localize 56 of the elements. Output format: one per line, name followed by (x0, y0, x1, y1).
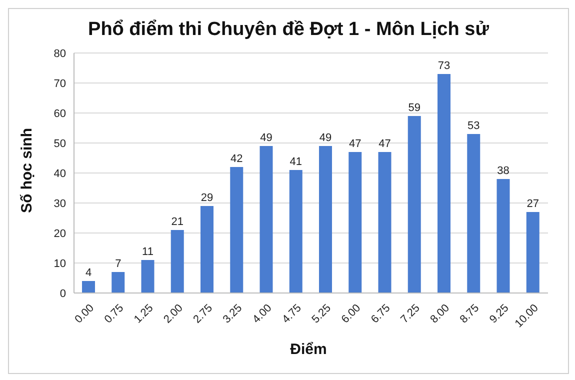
data-label: 73 (438, 60, 450, 72)
x-tick-label: 0.00 (72, 302, 96, 326)
data-label: 4 (85, 267, 92, 279)
bar (200, 206, 214, 293)
data-label: 38 (497, 165, 510, 177)
bar (378, 152, 392, 293)
y-tick-label: 10 (54, 258, 66, 270)
bar (230, 167, 244, 293)
data-label: 59 (408, 102, 420, 114)
data-label: 21 (171, 216, 184, 228)
x-tick-label: 6.75 (369, 302, 393, 326)
y-axis-title: Số học sinh (18, 128, 36, 213)
y-tick-label: 50 (54, 138, 66, 150)
bar (319, 146, 332, 293)
x-tick-label: 9.25 (488, 302, 512, 326)
bar (141, 260, 154, 293)
x-tick-label: 0.75 (102, 302, 126, 326)
y-tick-label: 60 (54, 108, 66, 120)
bar (408, 116, 421, 293)
data-label: 27 (526, 198, 539, 210)
y-tick-label: 80 (54, 48, 66, 60)
bar (348, 152, 362, 293)
x-axis-title: Điểm (289, 341, 328, 358)
x-tick-label: 8.00 (428, 302, 452, 326)
x-tick-label: 6.00 (339, 302, 364, 326)
y-tick-label: 0 (60, 288, 66, 300)
x-tick-label: 3.25 (220, 302, 245, 326)
bar (82, 281, 95, 293)
data-label: 49 (319, 132, 332, 144)
x-tick-label: 7.25 (398, 302, 422, 326)
bar (438, 74, 450, 293)
y-tick-label: 30 (54, 198, 66, 210)
bar (112, 272, 125, 293)
bar (289, 170, 302, 293)
data-label: 29 (200, 192, 214, 204)
y-tick-label: 40 (54, 168, 66, 180)
data-label: 53 (468, 120, 480, 132)
data-label: 47 (349, 138, 362, 150)
bar (496, 179, 510, 293)
data-label: 11 (142, 246, 154, 258)
data-label: 47 (378, 138, 391, 150)
data-label: 49 (260, 132, 272, 144)
chart-title: Phổ điểm thi Chuyên đề Đợt 1 - Môn Lịch sử (87, 19, 490, 41)
bar (170, 230, 184, 293)
y-tick-label: 20 (54, 228, 66, 240)
x-tick-label: 4.75 (280, 302, 304, 326)
bar (526, 212, 540, 293)
x-tick-label: 8.75 (458, 302, 482, 326)
x-tick-label: 4.00 (250, 302, 274, 326)
data-label: 41 (290, 156, 302, 168)
y-tick-label: 70 (54, 78, 66, 90)
bar (467, 134, 480, 293)
x-tick-label: 5.25 (310, 302, 334, 326)
data-label: 42 (230, 153, 243, 165)
data-label: 7 (115, 258, 122, 270)
bar (260, 146, 273, 293)
